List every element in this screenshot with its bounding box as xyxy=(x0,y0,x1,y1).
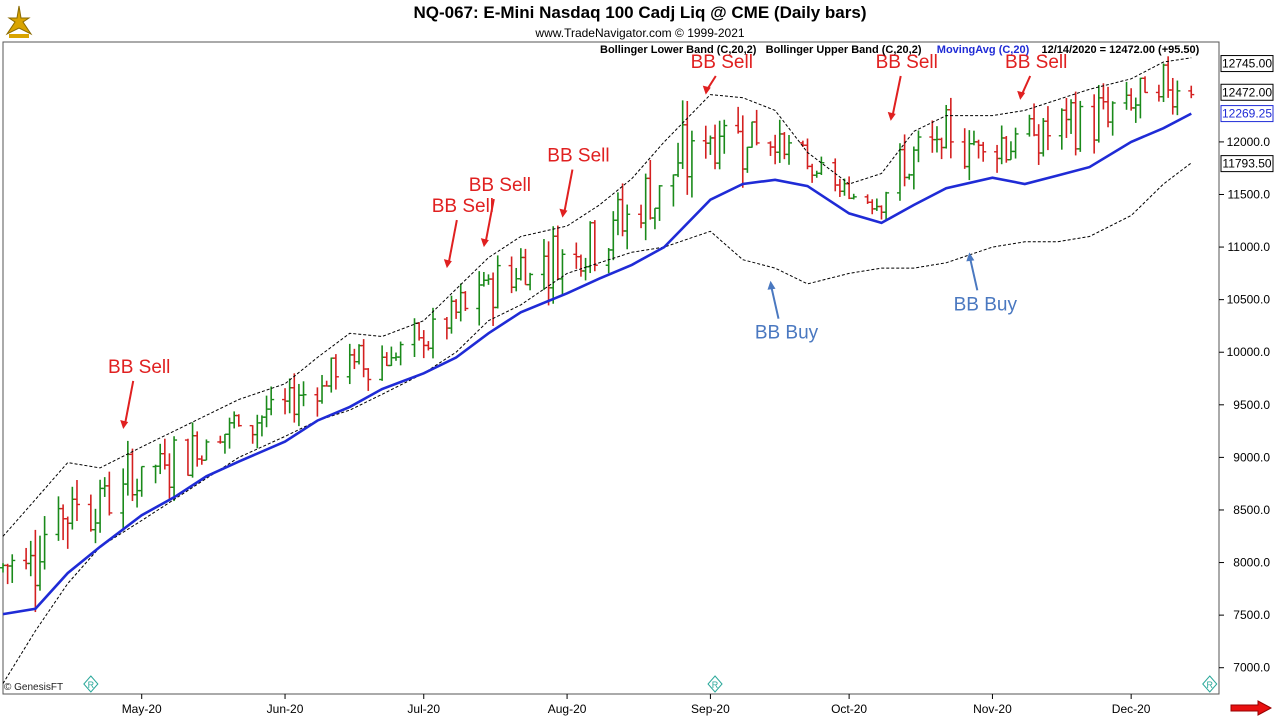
bb-sell-arrow xyxy=(484,198,495,242)
x-tick-label: Oct-20 xyxy=(831,702,867,716)
x-tick-label: Nov-20 xyxy=(973,702,1012,716)
price-tag-box xyxy=(1220,105,1274,123)
x-tick-label: Jul-20 xyxy=(407,702,440,716)
bb-sell-arrow xyxy=(124,380,135,424)
y-tick-label: 10000.0 xyxy=(1227,345,1271,359)
price-tag-box xyxy=(1220,83,1274,101)
x-tick-label: Jun-20 xyxy=(267,702,304,716)
lower-bollinger-band-line xyxy=(2,162,1192,684)
plot-frame xyxy=(2,41,1220,695)
bb-sell-arrow xyxy=(447,219,458,263)
bb-sell-arrowhead xyxy=(120,419,129,429)
trade-navigator-logo-icon xyxy=(5,5,33,38)
lower-band-legend: Bollinger Lower Band (C,20,2) xyxy=(600,44,757,56)
bb-sell-annotation: BB Sell xyxy=(432,196,494,217)
rollover-marker-letter: R xyxy=(88,680,95,690)
price-tag-label: 11793.50 xyxy=(1222,157,1271,171)
bb-sell-arrow xyxy=(706,75,717,90)
price-tag-label: 12745.00 xyxy=(1222,57,1272,71)
price-tag-label: 12472.00 xyxy=(1222,85,1272,99)
upper-band-legend: Bollinger Upper Band (C,20,2) xyxy=(765,44,922,56)
y-tick-label: 10500.0 xyxy=(1227,293,1271,307)
price-tag-box xyxy=(1220,155,1274,173)
y-tick-label: 12000.0 xyxy=(1227,135,1271,149)
chart-subtitle: www.TradeNavigator.com © 1999-2021 xyxy=(535,26,745,40)
bb-sell-annotation: BB Sell xyxy=(547,146,609,167)
bb-sell-arrowhead xyxy=(480,238,489,248)
bb-sell-arrow xyxy=(891,75,902,116)
bb-sell-arrow xyxy=(563,169,574,212)
price-tag-box xyxy=(1220,55,1274,73)
bb-buy-arrow xyxy=(969,259,979,291)
x-tick-label: Dec-20 xyxy=(1112,702,1151,716)
bb-sell-annotation: BB Sell xyxy=(876,52,938,73)
rollover-marker-letter: R xyxy=(1207,680,1214,690)
y-tick-label: 9500.0 xyxy=(1233,398,1270,412)
bb-sell-annotation: BB Sell xyxy=(108,357,170,378)
y-tick-label: 7500.0 xyxy=(1233,608,1270,622)
bb-buy-annotation: BB Buy xyxy=(755,323,819,344)
bb-buy-arrow xyxy=(770,287,780,319)
y-tick-label: 8500.0 xyxy=(1233,503,1270,517)
y-tick-label: 11500.0 xyxy=(1228,187,1271,201)
moving-average-legend: MovingAvg (C,20) xyxy=(936,44,1030,56)
indicator-legend: Bollinger Lower Band (C,20,2) Bollinger … xyxy=(600,44,1199,56)
bb-buy-arrowhead xyxy=(767,280,776,290)
rollover-marker-icon xyxy=(83,675,99,693)
last-price-info: 12/14/2020 = 12472.00 (+95.50) xyxy=(1041,44,1200,56)
rollover-marker-letter: R xyxy=(712,680,719,690)
y-tick-label: 11000.0 xyxy=(1228,240,1271,254)
x-tick-label: Sep-20 xyxy=(691,702,730,716)
bb-buy-arrowhead xyxy=(966,252,975,262)
bb-sell-arrowhead xyxy=(443,259,452,269)
upper-bollinger-band-line xyxy=(2,57,1192,537)
rollover-marker-icon xyxy=(707,675,723,693)
bb-sell-annotation: BB Sell xyxy=(469,175,531,196)
bb-sell-annotation: BB Sell xyxy=(691,52,753,73)
x-tick-label: May-20 xyxy=(122,702,162,716)
bb-sell-arrowhead xyxy=(887,111,896,121)
bb-buy-annotation: BB Buy xyxy=(954,294,1018,315)
y-tick-label: 7000.0 xyxy=(1233,661,1270,675)
bb-sell-arrowhead xyxy=(559,208,568,218)
price-tag-label: 12269.25 xyxy=(1222,107,1272,121)
y-tick-label: 8000.0 xyxy=(1233,556,1270,570)
bb-sell-arrow xyxy=(1021,75,1032,95)
moving-average-line xyxy=(2,112,1192,616)
bb-sell-arrowhead xyxy=(1017,90,1026,100)
scroll-right-arrow-icon[interactable] xyxy=(1230,700,1272,716)
bb-sell-arrowhead xyxy=(702,85,711,95)
y-tick-label: 9000.0 xyxy=(1233,450,1270,464)
copyright-label: © GenesisFT xyxy=(4,682,64,693)
x-tick-label: Aug-20 xyxy=(548,702,587,716)
rollover-marker-icon xyxy=(1202,675,1218,693)
bb-sell-annotation: BB Sell xyxy=(1005,52,1067,73)
chart-title: NQ-067: E-Mini Nasdaq 100 Cadj Liq @ CME… xyxy=(413,3,867,22)
